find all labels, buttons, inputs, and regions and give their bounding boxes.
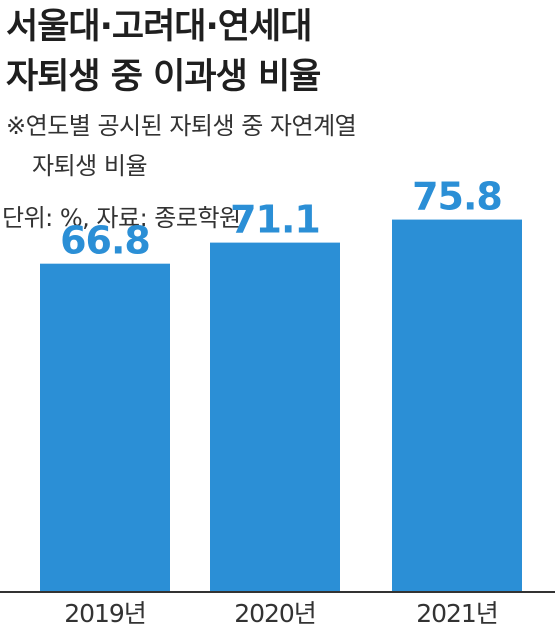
x-tick-label-2019년: 2019년 (64, 599, 146, 628)
data-label-2019년: 66.8 (60, 219, 150, 263)
unit-source-label: 단위: %, 자료: 종로학원 (2, 204, 241, 232)
chart-note-line-1: ※연도별 공시된 자퇴생 중 자연계열 (6, 112, 357, 140)
bar-2020년 (210, 242, 340, 592)
bar-2019년 (40, 263, 170, 591)
data-label-2021년: 75.8 (412, 175, 502, 219)
chart-note: ※연도별 공시된 자퇴생 중 자연계열 자퇴생 비율 (6, 106, 357, 186)
chart-title-line-1: 서울대·고려대·연세대 (6, 7, 312, 47)
x-tick-label-2021년: 2021년 (416, 599, 498, 628)
bar-2021년 (392, 219, 522, 591)
x-tick-label-2020년: 2020년 (234, 599, 316, 628)
chart-note-line-2: 자퇴생 비율 (32, 152, 148, 180)
data-label-2020년: 71.1 (230, 198, 320, 242)
chart-title-line-2: 자퇴생 중 이과생 비율 (6, 57, 321, 97)
title-block: 서울대·고려대·연세대 자퇴생 중 이과생 비율 (6, 2, 321, 102)
